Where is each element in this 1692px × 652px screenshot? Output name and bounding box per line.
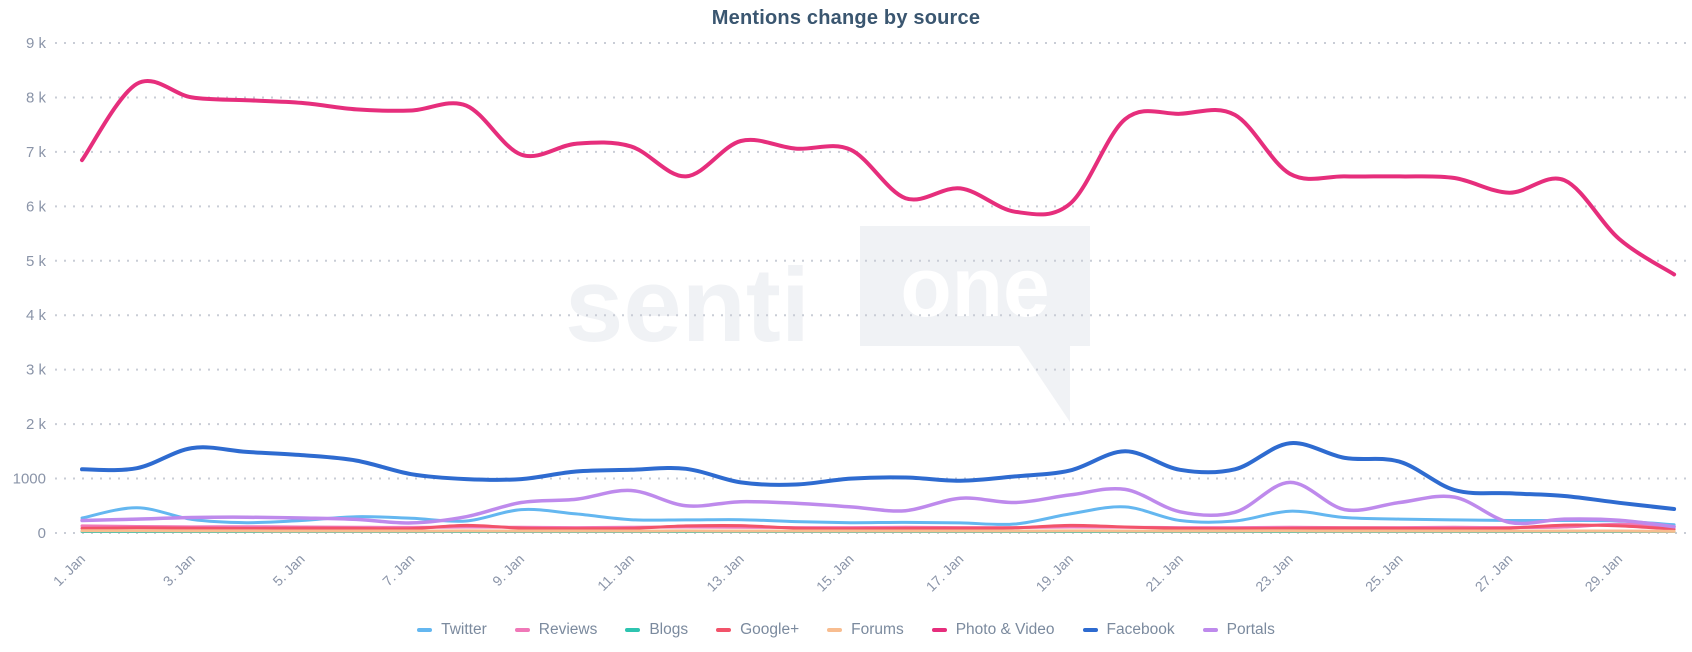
y-axis-label: 7 k <box>26 144 47 161</box>
chart-legend: Twitter Reviews Blogs Google+ Forums Photo & … <box>0 621 1692 639</box>
series-line-twitter <box>80 505 1676 527</box>
sentione-watermark: senti one <box>565 226 1090 422</box>
svg-text:senti: senti <box>565 247 810 364</box>
series-line-facebook <box>80 441 1677 511</box>
x-axis-label: 5. Jan <box>269 551 307 589</box>
series-line-photo-video <box>80 79 1677 277</box>
legend-dash-icon <box>1082 628 1098 632</box>
y-axis-label: 5 k <box>26 253 47 270</box>
y-axis-label: 9 k <box>26 35 47 52</box>
x-axis-label: 17. Jan <box>923 551 967 595</box>
legend-label: Facebook <box>1106 621 1175 638</box>
legend-item-facebook[interactable]: Facebook <box>1082 621 1175 639</box>
legend-label: Blogs <box>649 621 689 638</box>
legend-label: Twitter <box>441 621 487 638</box>
svg-text:one: one <box>900 240 1049 334</box>
legend-dash-icon <box>514 628 530 632</box>
y-axis-label: 3 k <box>26 362 47 379</box>
legend-dash-icon <box>1202 628 1218 632</box>
series-line-google <box>80 523 1676 531</box>
legend-item-google[interactable]: Google+ <box>716 621 799 639</box>
x-axis-label: 9. Jan <box>489 551 527 589</box>
legend-dash-icon <box>931 628 947 632</box>
legend-label: Photo & Video <box>955 621 1055 638</box>
x-axis-label: 3. Jan <box>160 551 198 589</box>
legend-item-forums[interactable]: Forums <box>827 621 904 639</box>
y-axis-label: 1000 <box>13 471 46 488</box>
x-axis-label: 25. Jan <box>1362 551 1406 595</box>
series-line-forums <box>80 529 1676 533</box>
x-axis-label: 11. Jan <box>594 551 637 594</box>
x-axis-label: 27. Jan <box>1472 551 1516 595</box>
x-axis-label: 7. Jan <box>379 551 417 589</box>
x-axis-label: 15. Jan <box>813 551 857 595</box>
legend-dash-icon <box>417 628 433 632</box>
legend-item-reviews[interactable]: Reviews <box>514 621 598 639</box>
page-title: Mentions change by source <box>711 7 981 29</box>
x-axis-labels: 1. Jan 3. Jan 5. Jan 7. Jan 9. Jan 11. Jan 13.… <box>50 551 1625 595</box>
y-axis-label: 0 <box>38 525 46 542</box>
x-axis-label: 21. Jan <box>1142 551 1186 595</box>
y-axis-label: 2 k <box>26 416 47 433</box>
legend-label: Google+ <box>740 621 800 638</box>
legend-item-portals[interactable]: Portals <box>1202 621 1275 639</box>
y-axis-label: 4 k <box>26 307 47 324</box>
legend-label: Forums <box>851 621 904 638</box>
x-axis-label: 23. Jan <box>1252 551 1296 595</box>
x-axis-label: 19. Jan <box>1033 551 1077 595</box>
legend-item-blogs[interactable]: Blogs <box>625 621 688 639</box>
y-axis-label: 6 k <box>26 198 47 215</box>
x-axis-label: 13. Jan <box>703 551 747 595</box>
x-axis-label: 29. Jan <box>1582 551 1626 595</box>
series-line-portals <box>80 480 1676 529</box>
legend-dash-icon <box>716 628 732 632</box>
x-axis-label: 1. Jan <box>50 551 88 589</box>
legend-dash-icon <box>827 628 843 632</box>
legend-item-twitter[interactable]: Twitter <box>417 621 487 639</box>
legend-dash-icon <box>625 628 641 632</box>
legend-label: Portals <box>1226 621 1275 638</box>
legend-item-photo-video[interactable]: Photo & Video <box>931 621 1055 639</box>
y-axis-label: 8 k <box>26 89 47 106</box>
legend-label: Reviews <box>538 621 598 638</box>
series-lines <box>80 79 1677 533</box>
y-gridlines: 0 1000 2 k 3 k 4 k 5 k 6 k 7 k 8 k 9 k <box>13 35 1688 542</box>
